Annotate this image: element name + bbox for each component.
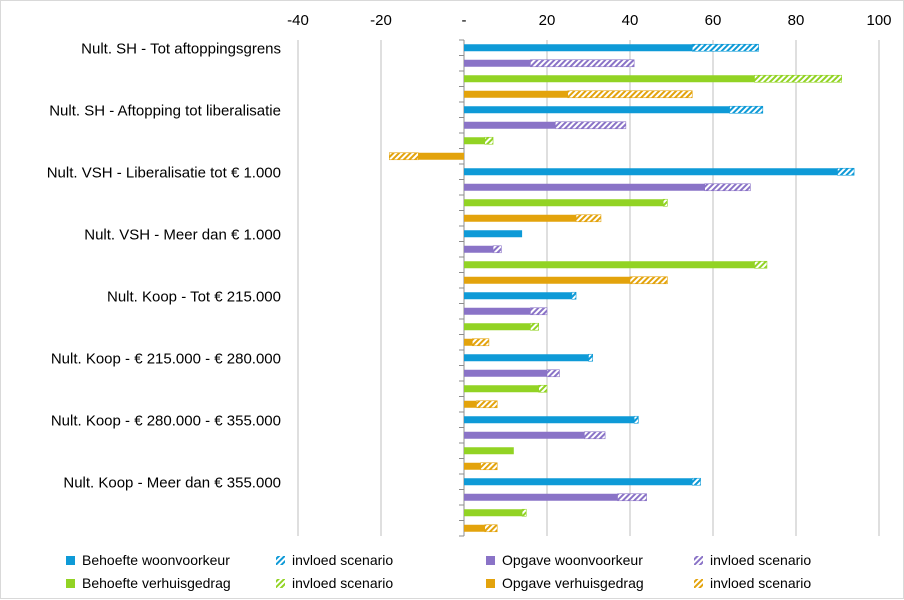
bar [418,152,464,160]
bar-scenario [837,167,855,176]
bar [464,307,531,315]
bar-scenario [754,260,768,269]
bar [464,230,523,238]
bar [464,214,577,222]
bar-scenario [691,43,759,52]
bar-scenario [530,307,548,316]
bar [464,261,755,269]
bar-scenario [729,105,764,114]
legend-swatch [694,579,703,588]
x-tick-label: - [462,12,467,29]
bar [464,75,755,83]
legend-label: Opgave verhuisgedrag [502,575,644,591]
bar [464,478,693,486]
bar-scenario [492,245,502,254]
bar [464,199,664,207]
bar [464,44,693,52]
bar-scenario [538,384,548,393]
bar-scenario [662,198,668,207]
bar [464,509,523,517]
legend-label: invloed scenario [710,575,811,591]
bar-scenario [629,276,668,285]
bar-scenario [484,136,494,145]
category-label: Nult. Koop - € 215.000 - € 280.000 [51,351,281,368]
bar-scenario [476,400,498,409]
bar [464,354,589,362]
bar-scenario [530,322,540,331]
legend-swatch [276,556,285,565]
category-label: Nult. SH - Aftopping tot liberalisatie [49,103,281,120]
legend-swatch [276,579,285,588]
bar [464,137,485,145]
x-tick-label: 80 [788,12,805,29]
bar [464,493,618,501]
x-tick-label: 20 [539,12,556,29]
bar-scenario [530,59,635,68]
legend-label: Behoefte woonvoorkeur [82,552,230,568]
bar [464,462,481,470]
bar-scenario [567,90,693,99]
bar [464,106,730,114]
legend-swatch [66,579,75,588]
bar [464,431,585,439]
bar [464,385,539,393]
bar-scenario [480,462,498,471]
bar [464,90,568,98]
bar [464,524,485,532]
bar [464,416,635,424]
x-tick-label: 100 [866,12,891,29]
bar [464,168,838,176]
bar-scenario [484,524,498,533]
legend-swatch [66,556,75,565]
bar-scenario [571,291,577,300]
bar [464,121,556,129]
bar-scenario [588,353,593,362]
bar-scenario [754,74,842,83]
bar [464,400,477,408]
x-tick-label: -40 [287,12,309,29]
x-tick-label: -20 [370,12,392,29]
bar-scenario [691,477,701,486]
category-label: Nult. SH - Tot aftoppingsgrens [81,41,281,58]
bar-scenario [704,183,751,192]
bar-scenario [584,431,606,440]
bar [464,292,572,300]
bar-scenario [521,508,527,517]
bar [464,338,473,346]
bar [464,447,514,455]
legend-label: Behoefte verhuisgedrag [82,575,231,591]
legend-swatch [486,556,495,565]
bar-scenario [546,369,560,378]
category-label: Nult. Koop - € 280.000 - € 355.000 [51,413,281,430]
legend-swatch [486,579,495,588]
legend-label: invloed scenario [710,552,811,568]
category-label: Nult. Koop - Meer dan € 355.000 [63,475,281,492]
legend-label: Opgave woonvoorkeur [502,552,643,568]
bar [464,369,547,377]
bar [464,245,494,253]
bar [464,183,705,191]
legend-label: invloed scenario [292,552,393,568]
bar [464,59,531,67]
category-label: Nult. Koop - Tot € 215.000 [107,289,281,306]
bar-scenario [575,214,602,223]
category-label: Nult. VSH - Liberalisatie tot € 1.000 [47,165,281,182]
bar [464,323,531,331]
bar [464,276,630,284]
x-tick-label: 60 [705,12,722,29]
category-label: Nult. VSH - Meer dan € 1.000 [84,227,281,244]
bar-scenario [554,121,627,130]
bar-scenario [471,338,490,347]
bar-scenario [617,493,647,502]
bar-scenario [633,415,639,424]
bar-scenario [388,152,419,161]
legend-label: invloed scenario [292,575,393,591]
x-tick-label: 40 [622,12,639,29]
legend-swatch [694,556,703,565]
